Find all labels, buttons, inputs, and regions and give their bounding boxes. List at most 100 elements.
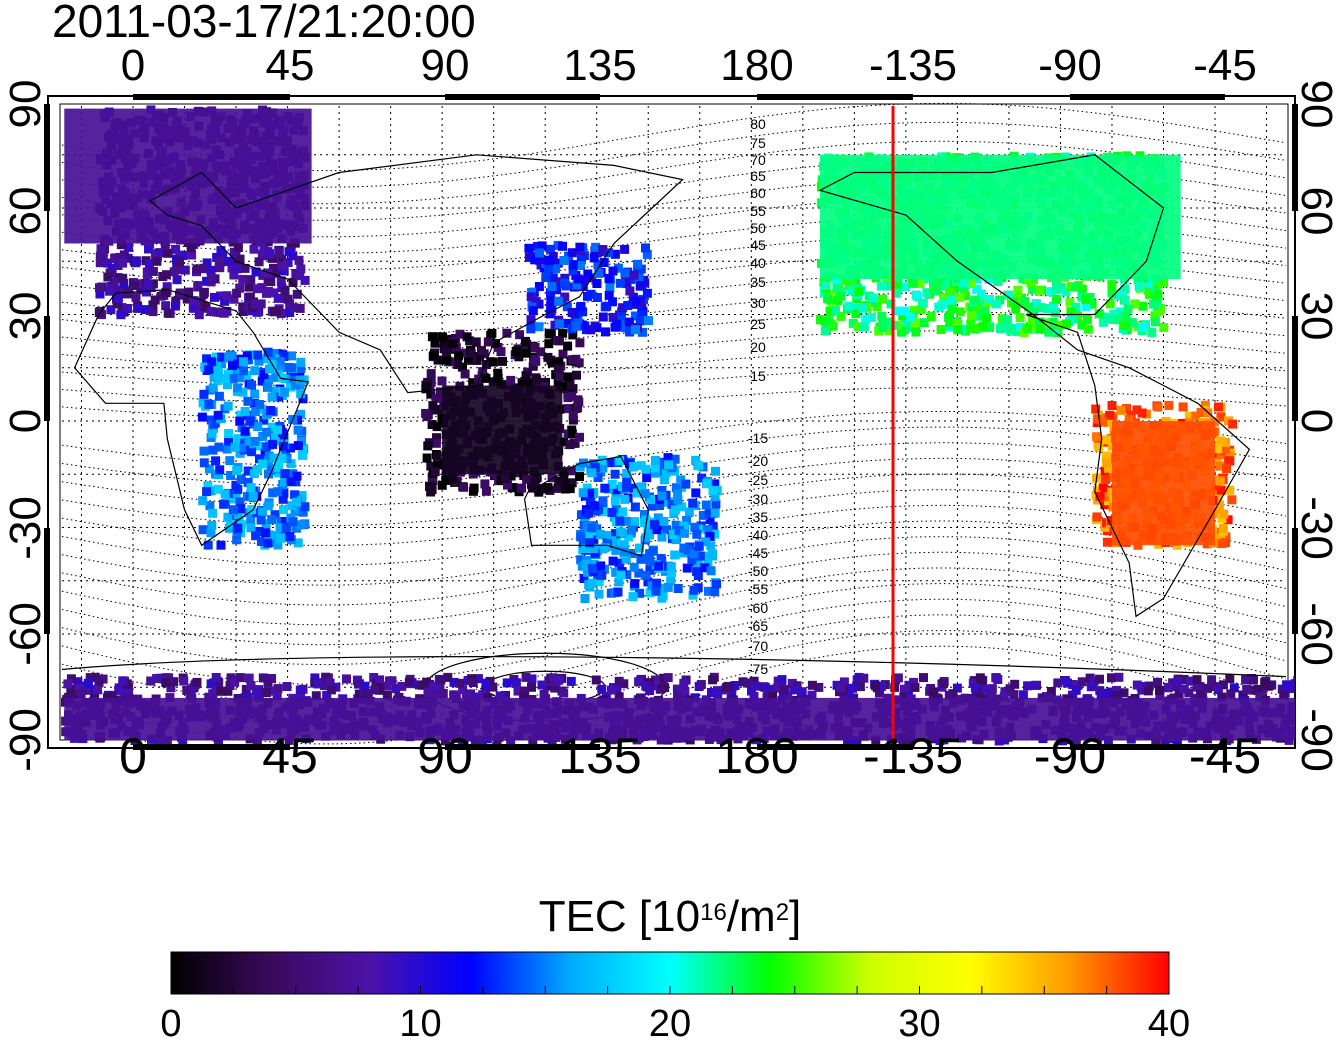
tec-cell bbox=[1114, 672, 1124, 682]
tec-cell bbox=[394, 692, 404, 702]
tec-cell bbox=[220, 489, 230, 499]
axis-bar-right bbox=[1292, 316, 1298, 421]
tec-cell bbox=[158, 272, 168, 281]
tec-cell bbox=[916, 305, 926, 315]
tec-cell bbox=[1004, 290, 1014, 300]
tec-cell bbox=[749, 692, 759, 701]
tec-cell bbox=[547, 304, 557, 314]
timestamp-title: 2011-03-17/21:20:00 bbox=[52, 0, 476, 47]
tec-cell bbox=[429, 682, 438, 692]
tec-cell bbox=[246, 275, 256, 285]
tec-cell bbox=[636, 264, 646, 274]
tec-cell bbox=[901, 282, 911, 292]
tec-cell bbox=[229, 494, 239, 504]
tec-cell bbox=[636, 554, 646, 564]
tec-cell bbox=[483, 693, 493, 703]
tec-cell bbox=[511, 678, 521, 688]
tec-cell bbox=[563, 372, 572, 382]
tec-cell bbox=[1216, 436, 1226, 446]
tec-cell bbox=[1159, 278, 1169, 287]
tec-cell bbox=[1155, 307, 1164, 317]
tec-cell bbox=[232, 288, 242, 298]
tec-cell bbox=[212, 362, 222, 372]
tec-cell bbox=[541, 273, 551, 283]
tec-cell bbox=[273, 425, 282, 435]
tec-cell bbox=[693, 557, 703, 567]
tec-cell bbox=[1143, 278, 1153, 288]
tec-cell bbox=[610, 249, 620, 259]
tec-cell bbox=[204, 365, 214, 375]
tec-cell bbox=[1137, 408, 1147, 418]
tec-cell bbox=[256, 299, 266, 309]
tec-cell bbox=[705, 515, 715, 524]
tec-cell bbox=[382, 690, 392, 700]
tec-cell bbox=[286, 459, 296, 469]
tec-cell bbox=[1055, 320, 1065, 330]
axis-bar-top bbox=[757, 94, 913, 100]
tec-cell bbox=[768, 691, 778, 701]
tec-cell bbox=[554, 476, 564, 486]
colorbar-tick-label: 30 bbox=[898, 1003, 941, 1045]
tec-cell bbox=[493, 368, 503, 378]
magnetic-latitude-label: -20 bbox=[748, 453, 768, 469]
tec-cell bbox=[836, 291, 846, 301]
tec-cell bbox=[844, 688, 854, 698]
tec-cell bbox=[267, 674, 277, 683]
tec-cell bbox=[342, 674, 351, 684]
tec-cell bbox=[436, 675, 446, 685]
tec-cell bbox=[253, 464, 263, 474]
tec-cell bbox=[619, 679, 629, 689]
tec-cell bbox=[233, 434, 243, 444]
tec-cell bbox=[298, 394, 308, 404]
tec-cell bbox=[110, 254, 120, 263]
tec-cell bbox=[426, 487, 436, 497]
magnetic-latitude-label: 75 bbox=[750, 135, 766, 151]
tec-cell bbox=[486, 331, 496, 340]
tec-cell bbox=[66, 674, 76, 684]
tec-cell bbox=[671, 535, 681, 545]
tec-cell bbox=[525, 377, 535, 387]
tec-cell bbox=[573, 314, 583, 324]
coastline bbox=[61, 656, 1287, 678]
tec-cell bbox=[861, 314, 871, 324]
tec-cell bbox=[875, 688, 884, 698]
tec-cell bbox=[83, 678, 93, 688]
tec-cell bbox=[524, 243, 534, 253]
tec-cell bbox=[466, 689, 476, 699]
tec-cell bbox=[779, 685, 789, 695]
tec-cell bbox=[536, 255, 546, 264]
tec-cell bbox=[940, 280, 950, 290]
tec-cell bbox=[148, 267, 158, 276]
tec-cell bbox=[553, 483, 563, 493]
tec-cell bbox=[98, 250, 108, 260]
tec-cell bbox=[427, 420, 437, 429]
tec-cell bbox=[630, 325, 640, 335]
tec-cell bbox=[853, 322, 863, 332]
tec-cell bbox=[279, 505, 288, 515]
tec-cell bbox=[155, 248, 165, 258]
tec-cell bbox=[360, 681, 370, 691]
tec-cell bbox=[660, 683, 670, 693]
tec-cell bbox=[1222, 464, 1231, 474]
tec-cell bbox=[807, 690, 817, 700]
tec-cell bbox=[616, 313, 626, 323]
tec-cell bbox=[246, 681, 256, 690]
tec-cell bbox=[1103, 688, 1113, 698]
tec-cell bbox=[1227, 495, 1237, 505]
tec-cell bbox=[797, 687, 807, 697]
tec-cell bbox=[743, 678, 752, 688]
tec-cell bbox=[657, 593, 667, 603]
tec-cell bbox=[587, 468, 597, 478]
tec-cell bbox=[575, 338, 585, 348]
tec-cell bbox=[624, 532, 634, 542]
tec-cell bbox=[235, 673, 245, 683]
tec-cell bbox=[631, 296, 641, 306]
tec-cell bbox=[909, 305, 919, 315]
tec-cell bbox=[1119, 688, 1129, 698]
tec-cell bbox=[710, 587, 720, 597]
tec-cell bbox=[662, 525, 672, 535]
tec-cell bbox=[208, 445, 218, 455]
tec-cell bbox=[667, 499, 677, 509]
tec-cell bbox=[241, 432, 251, 442]
magnetic-latitude-contour bbox=[61, 489, 1287, 566]
